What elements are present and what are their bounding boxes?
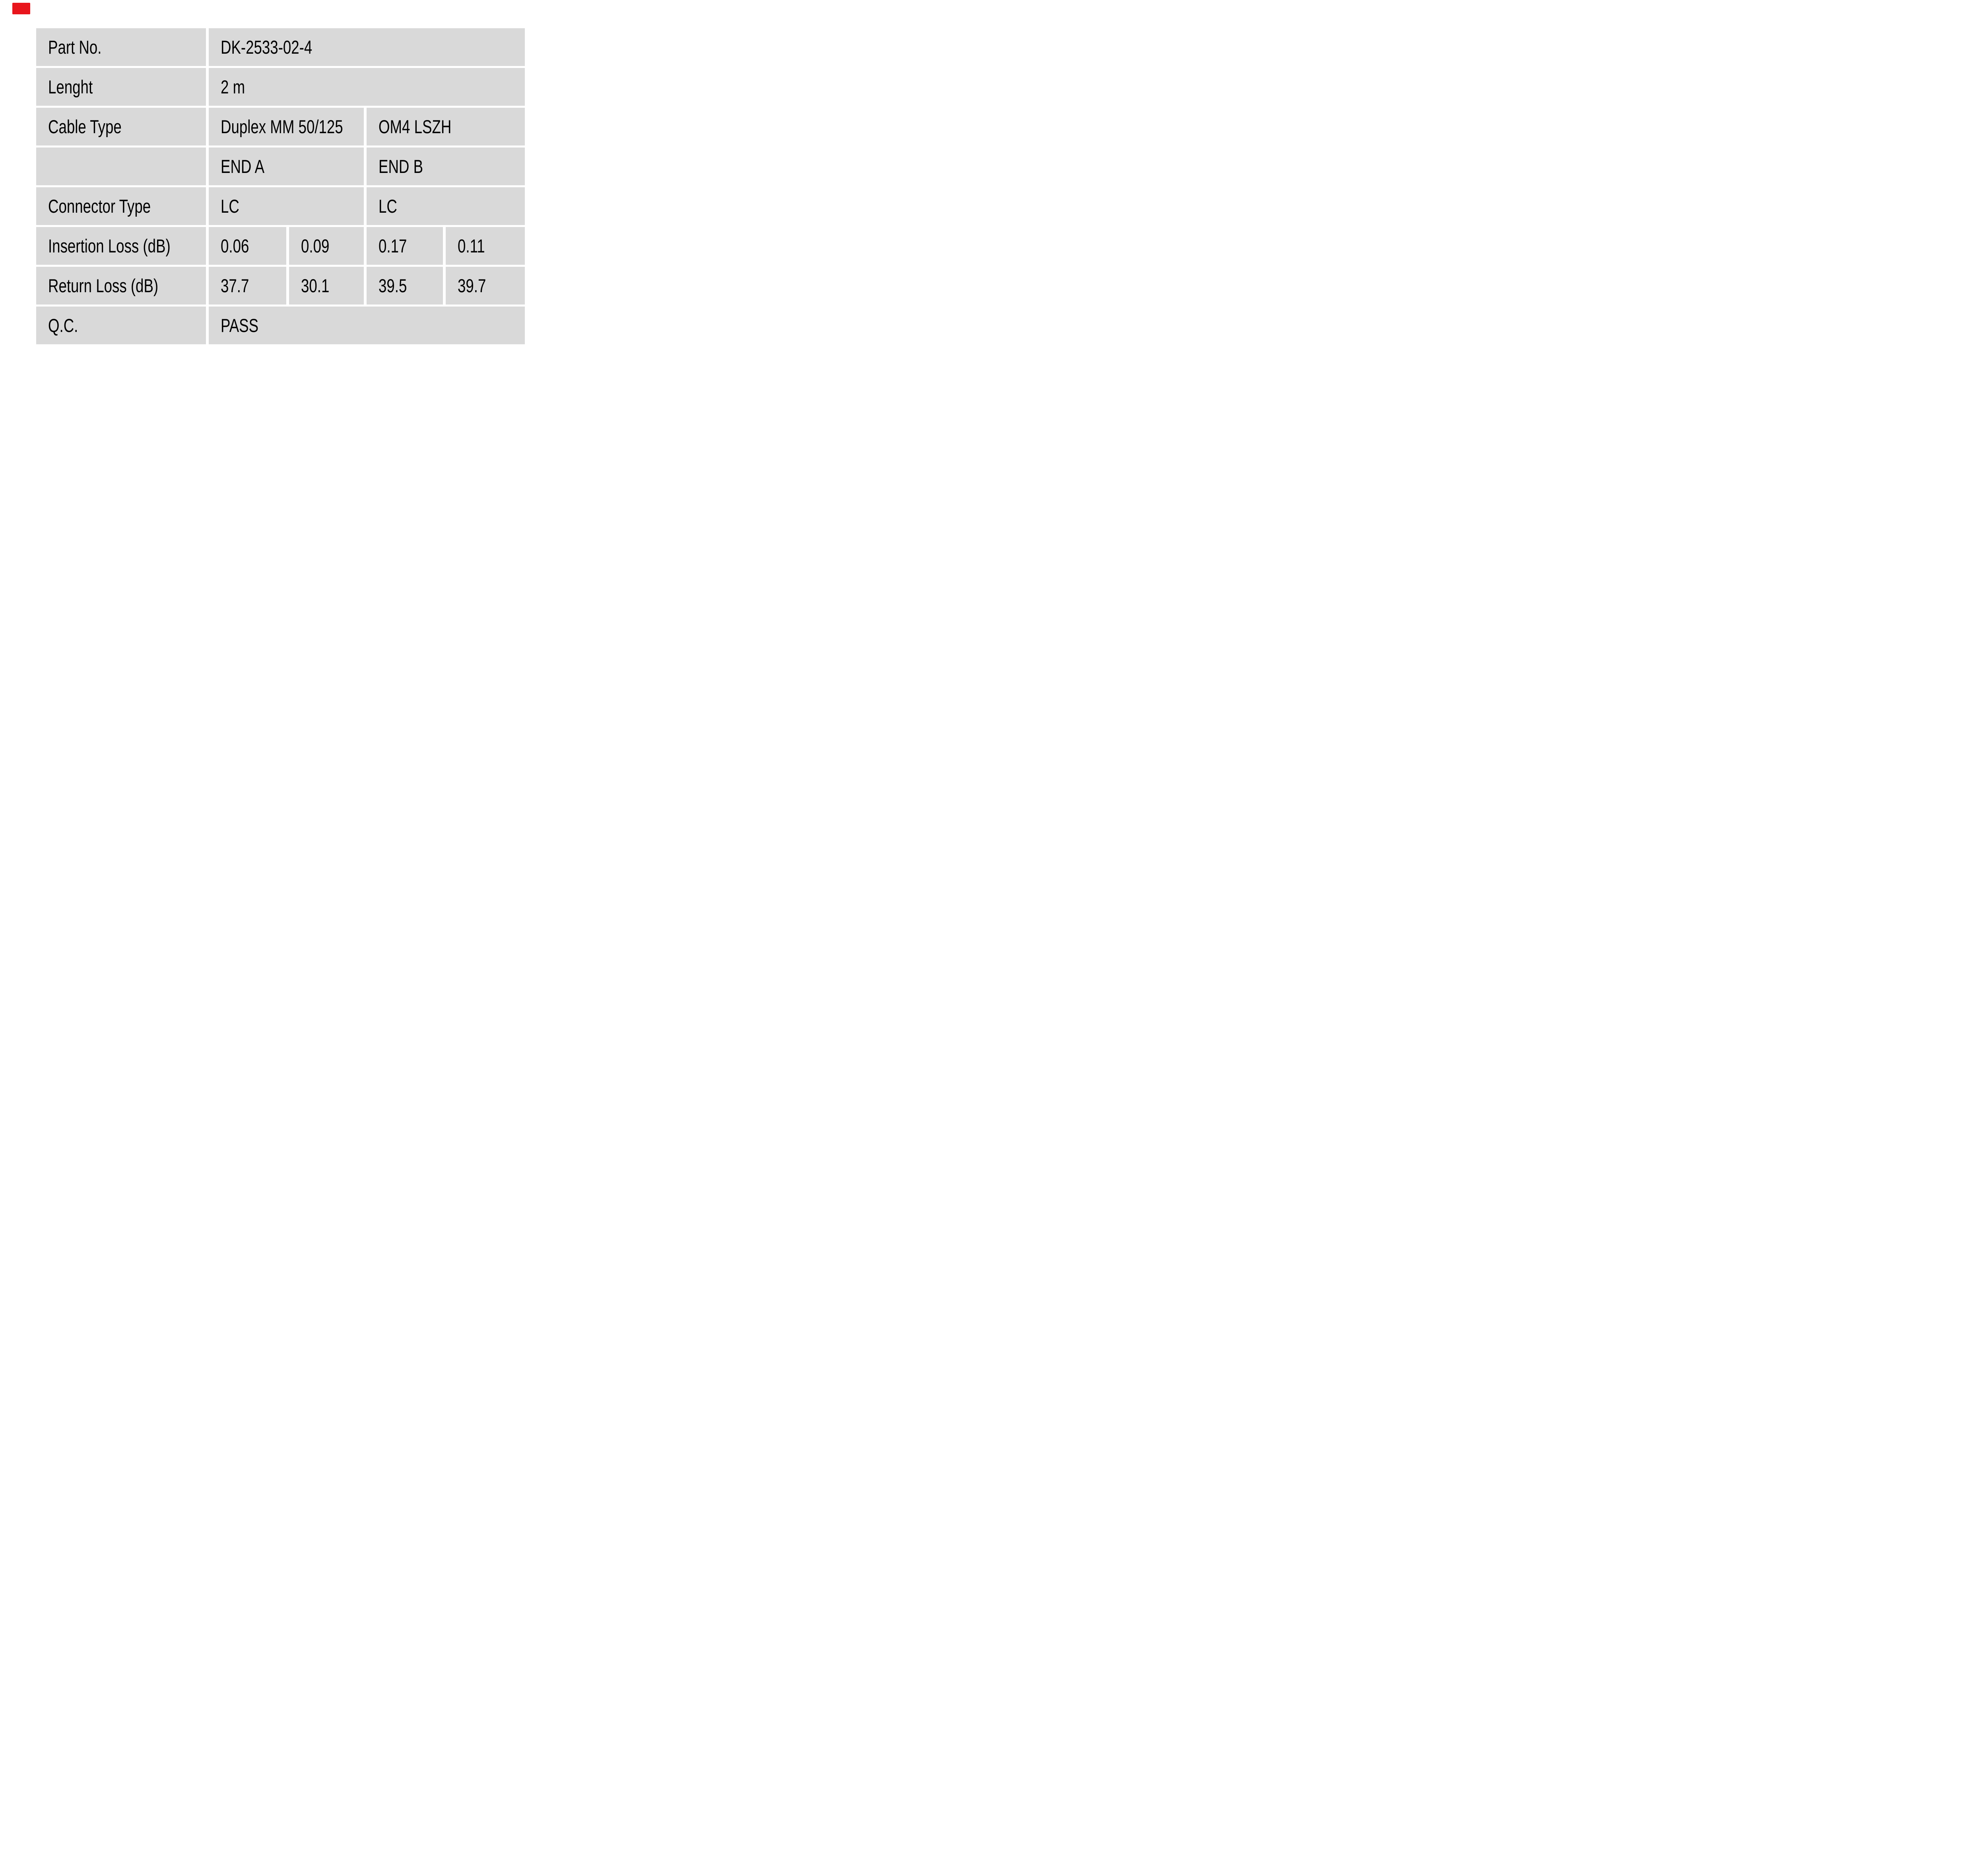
table-row-part-no: Part No. DK-2533-02-4	[36, 28, 525, 66]
return-loss-end-b-1-cell: 39.5	[367, 267, 443, 305]
table-row-connector-type: Connector Type LC LC	[36, 187, 525, 225]
connector-type-end-b: LC	[379, 196, 397, 217]
length-value-cell: 2 m	[209, 68, 525, 106]
row-label: Insertion Loss (dB)	[48, 235, 171, 256]
cable-spec-value-cell: OM4 LSZH	[367, 108, 525, 146]
qc-datasheet-page: Part No. DK-2533-02-4 Lenght 2 m Cable T…	[0, 0, 557, 371]
end-b-header: END B	[379, 156, 423, 177]
return-loss-end-a-2: 30.1	[301, 275, 330, 296]
insertion-loss-end-b-2: 0.11	[458, 235, 485, 256]
insertion-loss-end-a-1: 0.06	[221, 235, 249, 256]
red-marker	[12, 3, 30, 14]
table-row-length: Lenght 2 m	[36, 68, 525, 106]
row-label: Part No.	[48, 37, 102, 58]
qc-result-value: PASS	[221, 315, 259, 336]
row-label-cell-empty	[36, 147, 206, 185]
row-label-cell: Part No.	[36, 28, 206, 66]
insertion-loss-end-b-1: 0.17	[379, 235, 407, 256]
qc-result-cell: PASS	[209, 307, 525, 344]
table-row-end-headers: END A END B	[36, 147, 525, 185]
row-label-cell: Connector Type	[36, 187, 206, 225]
return-loss-end-a-1: 37.7	[221, 275, 249, 296]
part-no-value-cell: DK-2533-02-4	[209, 28, 525, 66]
row-label-cell: Return Loss (dB)	[36, 267, 206, 305]
qc-table: Part No. DK-2533-02-4 Lenght 2 m Cable T…	[36, 28, 525, 346]
row-label: Lenght	[48, 76, 93, 97]
table-row-cable-type: Cable Type Duplex MM 50/125 OM4 LSZH	[36, 108, 525, 146]
insertion-loss-end-b-1-cell: 0.17	[367, 227, 443, 265]
connector-type-end-b-cell: LC	[367, 187, 525, 225]
cable-type-value: Duplex MM 50/125	[221, 116, 343, 137]
row-label-cell: Q.C.	[36, 307, 206, 344]
length-value: 2 m	[221, 76, 245, 97]
connector-type-end-a-cell: LC	[209, 187, 364, 225]
row-label: Q.C.	[48, 315, 78, 336]
return-loss-end-b-2-cell: 39.7	[446, 267, 525, 305]
end-a-header-cell: END A	[209, 147, 364, 185]
end-b-header-cell: END B	[367, 147, 525, 185]
row-label: Cable Type	[48, 116, 122, 137]
row-label: Connector Type	[48, 196, 151, 217]
part-no-value: DK-2533-02-4	[221, 37, 313, 58]
table-row-insertion-loss: Insertion Loss (dB) 0.06 0.09 0.17 0.11	[36, 227, 525, 265]
row-label-cell: Cable Type	[36, 108, 206, 146]
return-loss-end-a-2-cell: 30.1	[289, 267, 364, 305]
table-row-qc: Q.C. PASS	[36, 307, 525, 344]
row-label-cell: Lenght	[36, 68, 206, 106]
row-label: Return Loss (dB)	[48, 275, 159, 296]
return-loss-end-a-1-cell: 37.7	[209, 267, 286, 305]
insertion-loss-end-a-1-cell: 0.06	[209, 227, 286, 265]
end-a-header: END A	[221, 156, 265, 177]
return-loss-end-b-1: 39.5	[379, 275, 407, 296]
connector-type-end-a: LC	[221, 196, 239, 217]
insertion-loss-end-b-2-cell: 0.11	[446, 227, 525, 265]
row-label-cell: Insertion Loss (dB)	[36, 227, 206, 265]
insertion-loss-end-a-2-cell: 0.09	[289, 227, 364, 265]
cable-spec-value: OM4 LSZH	[379, 116, 452, 137]
cable-type-value-cell: Duplex MM 50/125	[209, 108, 364, 146]
return-loss-end-b-2: 39.7	[458, 275, 486, 296]
insertion-loss-end-a-2: 0.09	[301, 235, 330, 256]
table-row-return-loss: Return Loss (dB) 37.7 30.1 39.5 39.7	[36, 267, 525, 305]
